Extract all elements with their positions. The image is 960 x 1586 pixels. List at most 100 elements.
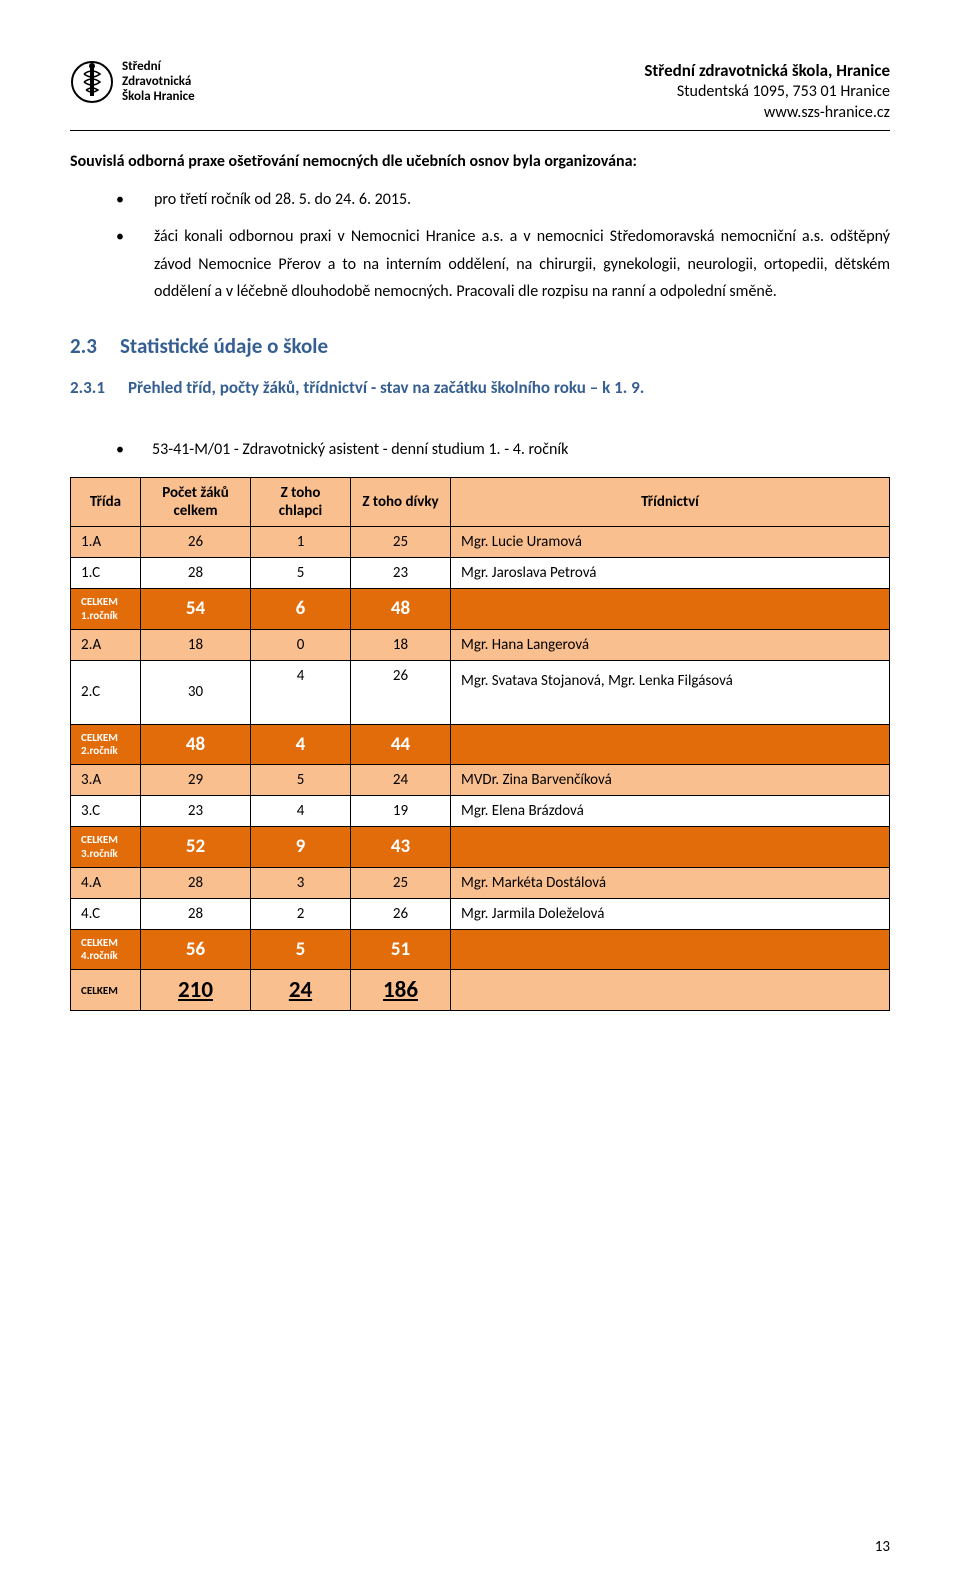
cell-c3: 3 xyxy=(251,867,351,898)
table-row: 4.A28325Mgr. Markéta Dostálová xyxy=(71,867,890,898)
cell-c4: 26 xyxy=(351,898,451,929)
cell-c3: 24 xyxy=(251,970,351,1011)
cell-c3: 6 xyxy=(251,589,351,630)
cell-c4: 19 xyxy=(351,796,451,827)
cell-trida: CELKEM xyxy=(71,970,141,1011)
list-item: • pro třetí ročník od 28. 5. do 24. 6. 2… xyxy=(116,186,890,213)
cell-tridnictvi: Mgr. Hana Langerová xyxy=(451,629,890,660)
cell-trida: 1.A xyxy=(71,527,141,558)
cell-trida: CELKEM2.ročník xyxy=(71,724,141,765)
table-row: CELKEM2.ročník48444 xyxy=(71,724,890,765)
cell-c2: 28 xyxy=(141,898,251,929)
school-address: Studentská 1095, 753 01 Hranice xyxy=(644,82,890,103)
table-row: CELKEM4.ročník56551 xyxy=(71,929,890,970)
cell-tridnictvi: MVDr. Zina Barvenčíková xyxy=(451,765,890,796)
cell-c2: 23 xyxy=(141,796,251,827)
cell-trida: 2.A xyxy=(71,629,141,660)
table-row: 1.C28523Mgr. Jaroslava Petrová xyxy=(71,558,890,589)
table-row: 1.A26125Mgr. Lucie Uramová xyxy=(71,527,890,558)
col-chlapci: Z toho chlapci xyxy=(251,478,351,527)
table-header: Třída Počet žáků celkem Z toho chlapci Z… xyxy=(71,478,890,527)
cell-c3: 4 xyxy=(251,724,351,765)
cell-tridnictvi: Mgr. Jaroslava Petrová xyxy=(451,558,890,589)
cell-trida: 3.C xyxy=(71,796,141,827)
table-row: CELKEM21024186 xyxy=(71,970,890,1011)
cell-trida: 1.C xyxy=(71,558,141,589)
cell-c4: 26 xyxy=(351,660,451,724)
cell-c4: 23 xyxy=(351,558,451,589)
cell-c3: 5 xyxy=(251,558,351,589)
table-row: 3.C23419Mgr. Elena Brázdová xyxy=(71,796,890,827)
cell-tridnictvi: Mgr. Elena Brázdová xyxy=(451,796,890,827)
cell-c3: 2 xyxy=(251,898,351,929)
logo-block: Střední Zdravotnická Škola Hranice xyxy=(70,60,195,105)
cell-c2: 28 xyxy=(141,558,251,589)
cell-trida: 3.A xyxy=(71,765,141,796)
cell-c2: 28 xyxy=(141,867,251,898)
list-item: • žáci konali odbornou praxi v Nemocnici… xyxy=(116,223,890,305)
cell-c2: 18 xyxy=(141,629,251,660)
page-number: 13 xyxy=(875,1538,890,1556)
cell-trida: CELKEM4.ročník xyxy=(71,929,141,970)
list-item-text: 53-41-M/01 - Zdravotnický asistent - den… xyxy=(152,440,568,459)
cell-c4: 25 xyxy=(351,867,451,898)
list-item: • 53-41-M/01 - Zdravotnický asistent - d… xyxy=(116,440,890,459)
cell-c3: 1 xyxy=(251,527,351,558)
cell-trida: 4.C xyxy=(71,898,141,929)
cell-c4: 51 xyxy=(351,929,451,970)
cell-c2: 52 xyxy=(141,827,251,868)
header-address: Střední zdravotnická škola, Hranice Stud… xyxy=(644,60,890,124)
context-bullet: • 53-41-M/01 - Zdravotnický asistent - d… xyxy=(116,440,890,459)
bullet-icon: • xyxy=(116,440,124,459)
cell-trida: CELKEM1.ročník xyxy=(71,589,141,630)
heading-number: 2.3.1 xyxy=(70,377,128,398)
cell-tridnictvi: Mgr. Svatava Stojanová, Mgr. Lenka Filgá… xyxy=(451,660,890,724)
logo-text: Střední Zdravotnická Škola Hranice xyxy=(122,60,195,105)
cell-c3: 4 xyxy=(251,796,351,827)
section-heading: 2.3Statistické údaje o škole xyxy=(70,333,890,359)
cell-c2: 48 xyxy=(141,724,251,765)
table-body: 1.A26125Mgr. Lucie Uramová1.C28523Mgr. J… xyxy=(71,527,890,1011)
cell-trida: 4.A xyxy=(71,867,141,898)
intro-paragraph: Souvislá odborná praxe ošetřování nemocn… xyxy=(70,151,890,173)
col-pocet: Počet žáků celkem xyxy=(141,478,251,527)
cell-c2: 30 xyxy=(141,660,251,724)
subsection-heading: 2.3.1Přehled tříd, počty žáků, třídnictv… xyxy=(70,377,890,398)
heading-text: Přehled tříd, počty žáků, třídnictví - s… xyxy=(128,377,644,398)
document-header: Střední Zdravotnická Škola Hranice Střed… xyxy=(70,60,890,131)
col-tridnictvi: Třídnictví xyxy=(451,478,890,527)
col-divky: Z toho dívky xyxy=(351,478,451,527)
cell-c3: 9 xyxy=(251,827,351,868)
cell-c4: 186 xyxy=(351,970,451,1011)
bullet-icon: • xyxy=(116,223,126,305)
bullet-icon: • xyxy=(116,186,126,213)
cell-c4: 18 xyxy=(351,629,451,660)
cell-c2: 54 xyxy=(141,589,251,630)
heading-number: 2.3 xyxy=(70,333,120,359)
list-item-text: žáci konali odbornou praxi v Nemocnici H… xyxy=(154,223,890,305)
table-row: 4.C28226Mgr. Jarmila Doleželová xyxy=(71,898,890,929)
cell-c4: 25 xyxy=(351,527,451,558)
cell-c3: 0 xyxy=(251,629,351,660)
cell-c4: 43 xyxy=(351,827,451,868)
bullet-list: • pro třetí ročník od 28. 5. do 24. 6. 2… xyxy=(116,186,890,305)
table-row: 2.C30426Mgr. Svatava Stojanová, Mgr. Len… xyxy=(71,660,890,724)
cell-tridnictvi: Mgr. Jarmila Doleželová xyxy=(451,898,890,929)
table-row: 2.A18018Mgr. Hana Langerová xyxy=(71,629,890,660)
school-name: Střední zdravotnická škola, Hranice xyxy=(644,60,890,82)
school-url: www.szs-hranice.cz xyxy=(644,103,890,124)
cell-tridnictvi: Mgr. Lucie Uramová xyxy=(451,527,890,558)
heading-text: Statistické údaje o škole xyxy=(120,333,328,359)
cell-tridnictvi xyxy=(451,827,890,868)
cell-c2: 210 xyxy=(141,970,251,1011)
cell-c2: 26 xyxy=(141,527,251,558)
logo-text-line: Střední xyxy=(122,60,195,75)
cell-tridnictvi xyxy=(451,589,890,630)
cell-c3: 4 xyxy=(251,660,351,724)
cell-tridnictvi xyxy=(451,970,890,1011)
cell-tridnictvi: Mgr. Markéta Dostálová xyxy=(451,867,890,898)
cell-tridnictvi xyxy=(451,724,890,765)
col-trida: Třída xyxy=(71,478,141,527)
table-row: 3.A29524MVDr. Zina Barvenčíková xyxy=(71,765,890,796)
cell-c4: 24 xyxy=(351,765,451,796)
